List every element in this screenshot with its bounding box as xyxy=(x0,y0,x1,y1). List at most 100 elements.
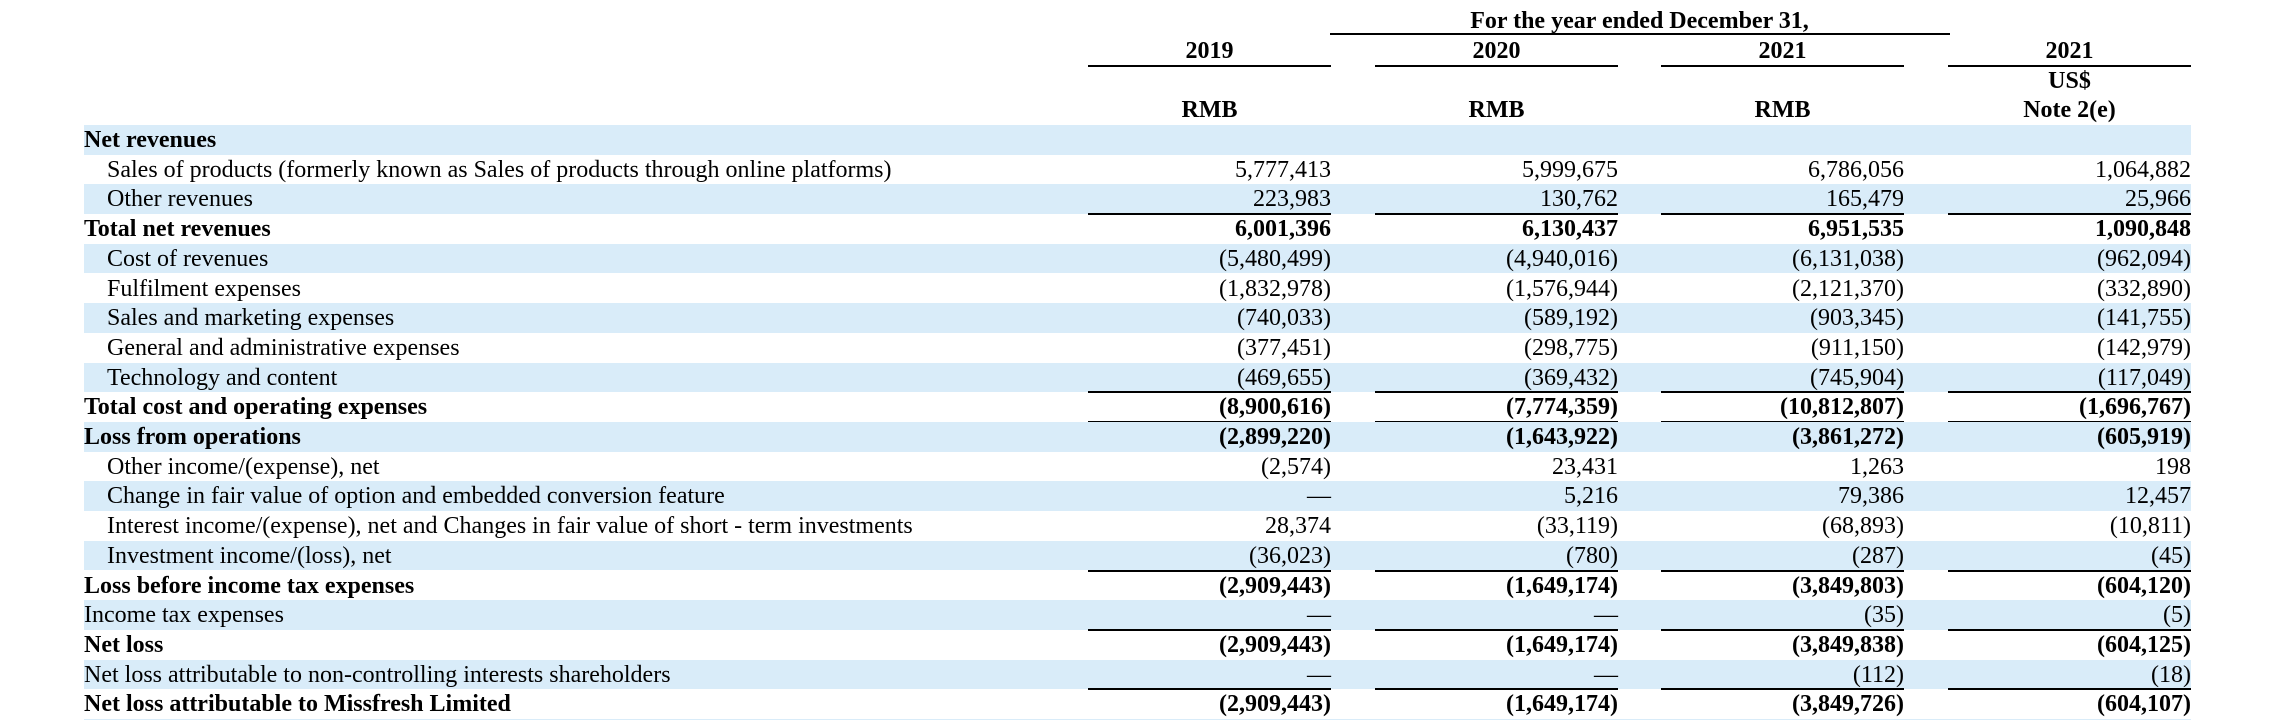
row-label: Net loss attributable to Missfresh Limit… xyxy=(84,691,511,718)
value-cell: (332,890) xyxy=(2097,275,2191,302)
row-label: General and administrative expenses xyxy=(107,334,460,361)
total-rule xyxy=(1088,569,1331,572)
row-label: Net loss xyxy=(84,631,164,658)
row-label: Change in fair value of option and embed… xyxy=(107,483,725,510)
total-rule xyxy=(1375,628,1618,631)
value-cell: (298,775) xyxy=(1524,334,1618,361)
row-label: Fulfilment expenses xyxy=(107,275,301,302)
value-cell: (7,774,359) xyxy=(1506,394,1618,421)
value-cell: (1,576,944) xyxy=(1506,275,1618,302)
row-label: Loss from operations xyxy=(84,424,301,450)
value-cell: 223,983 xyxy=(1253,186,1331,213)
value-cell: (45) xyxy=(2151,542,2191,569)
value-cell: 6,130,437 xyxy=(1522,216,1618,243)
value-cell: (10,812,807) xyxy=(1780,394,1904,421)
value-cell: (3,861,272) xyxy=(1792,424,1904,450)
value-cell: 6,786,056 xyxy=(1808,156,1904,183)
row-label: Total net revenues xyxy=(84,216,271,243)
total-rule xyxy=(1375,213,1618,216)
row-label: Total cost and operating expenses xyxy=(84,394,428,421)
value-cell: (369,432) xyxy=(1524,364,1618,391)
row-band xyxy=(84,659,2191,690)
row-band xyxy=(84,303,2191,333)
value-cell: (3,849,803) xyxy=(1792,572,1904,599)
value-cell: 79,386 xyxy=(1838,483,1904,510)
value-cell: (604,125) xyxy=(2097,631,2191,658)
row-label: Income tax expenses xyxy=(84,602,284,629)
value-cell: (3,849,838) xyxy=(1792,631,1904,658)
value-cell: (18) xyxy=(2151,661,2191,688)
value-cell: (2,909,443) xyxy=(1219,691,1331,718)
value-cell: (5,480,499) xyxy=(1219,245,1331,272)
total-rule xyxy=(1088,688,1331,691)
year-rule xyxy=(1948,65,2191,67)
note-header: Note 2(e) xyxy=(2023,97,2116,123)
value-cell: (112) xyxy=(1852,661,1904,688)
total-rule xyxy=(1375,391,1618,394)
value-cell: (2,909,443) xyxy=(1219,631,1331,658)
value-cell: (903,345) xyxy=(1810,305,1904,332)
row-label: Investment income/(loss), net xyxy=(107,542,392,569)
year-rule xyxy=(1661,65,1904,67)
total-rule xyxy=(1948,213,2191,216)
value-cell: (3,849,726) xyxy=(1792,691,1904,718)
value-cell: 198 xyxy=(2155,453,2191,480)
row-label: Sales of products (formerly known as Sal… xyxy=(107,156,892,183)
value-cell: (377,451) xyxy=(1237,334,1331,361)
value-cell: 6,951,535 xyxy=(1808,216,1904,243)
row-band xyxy=(84,362,2191,393)
row-band xyxy=(84,184,2191,215)
year-header: 2020 xyxy=(1472,38,1521,64)
value-cell: — xyxy=(1307,602,1331,629)
value-cell: (1,649,174) xyxy=(1506,691,1618,718)
row-band xyxy=(84,422,2191,452)
row-label: Net revenues xyxy=(84,127,217,153)
value-cell: (6,131,038) xyxy=(1792,245,1904,272)
period-header: For the year ended December 31, xyxy=(1470,8,1809,34)
value-cell: (2,121,370) xyxy=(1792,275,1904,302)
total-rule xyxy=(1661,213,1904,216)
row-label: Cost of revenues xyxy=(107,245,269,272)
value-cell: 1,263 xyxy=(1850,453,1904,480)
value-cell: (469,655) xyxy=(1237,364,1331,391)
value-cell: (5) xyxy=(2163,602,2191,629)
value-cell: — xyxy=(1307,483,1331,510)
value-cell: (745,904) xyxy=(1810,364,1904,391)
value-cell: (604,107) xyxy=(2097,691,2191,718)
total-rule xyxy=(1661,628,1904,631)
value-cell: 12,457 xyxy=(2125,483,2191,510)
total-rule xyxy=(1661,688,1904,691)
value-cell: 1,064,882 xyxy=(2095,156,2191,183)
row-band xyxy=(84,125,2191,155)
row-label: Other income/(expense), net xyxy=(107,453,380,480)
year-rule xyxy=(1088,65,1331,67)
value-cell: (2,574) xyxy=(1261,453,1331,480)
row-band xyxy=(84,243,2191,274)
value-cell: (4,940,016) xyxy=(1506,245,1618,272)
row-label: Net loss attributable to non-controlling… xyxy=(84,661,671,688)
currency-header: RMB xyxy=(1181,97,1238,123)
total-rule xyxy=(1375,569,1618,572)
row-band xyxy=(84,540,2191,571)
value-cell: (142,979) xyxy=(2097,334,2191,361)
row-label: Other revenues xyxy=(107,186,253,213)
value-cell: 5,999,675 xyxy=(1522,156,1618,183)
value-cell: — xyxy=(1594,661,1618,688)
total-rule xyxy=(1088,628,1331,631)
value-cell: (1,649,174) xyxy=(1506,631,1618,658)
total-rule xyxy=(1375,688,1618,691)
value-cell: (287) xyxy=(1852,542,1904,569)
value-cell: (589,192) xyxy=(1524,305,1618,332)
row-band xyxy=(84,600,2191,630)
total-rule xyxy=(1661,391,1904,394)
currency-header: US$ xyxy=(2048,68,2091,94)
value-cell: (604,120) xyxy=(2097,572,2191,599)
total-rule xyxy=(1088,213,1331,216)
value-cell: (10,811) xyxy=(2109,513,2191,540)
value-cell: 165,479 xyxy=(1826,186,1904,213)
year-header: 2021 xyxy=(1758,38,1807,64)
total-rule xyxy=(1661,569,1904,572)
total-rule xyxy=(1948,391,2191,394)
value-cell: 6,001,396 xyxy=(1235,216,1331,243)
